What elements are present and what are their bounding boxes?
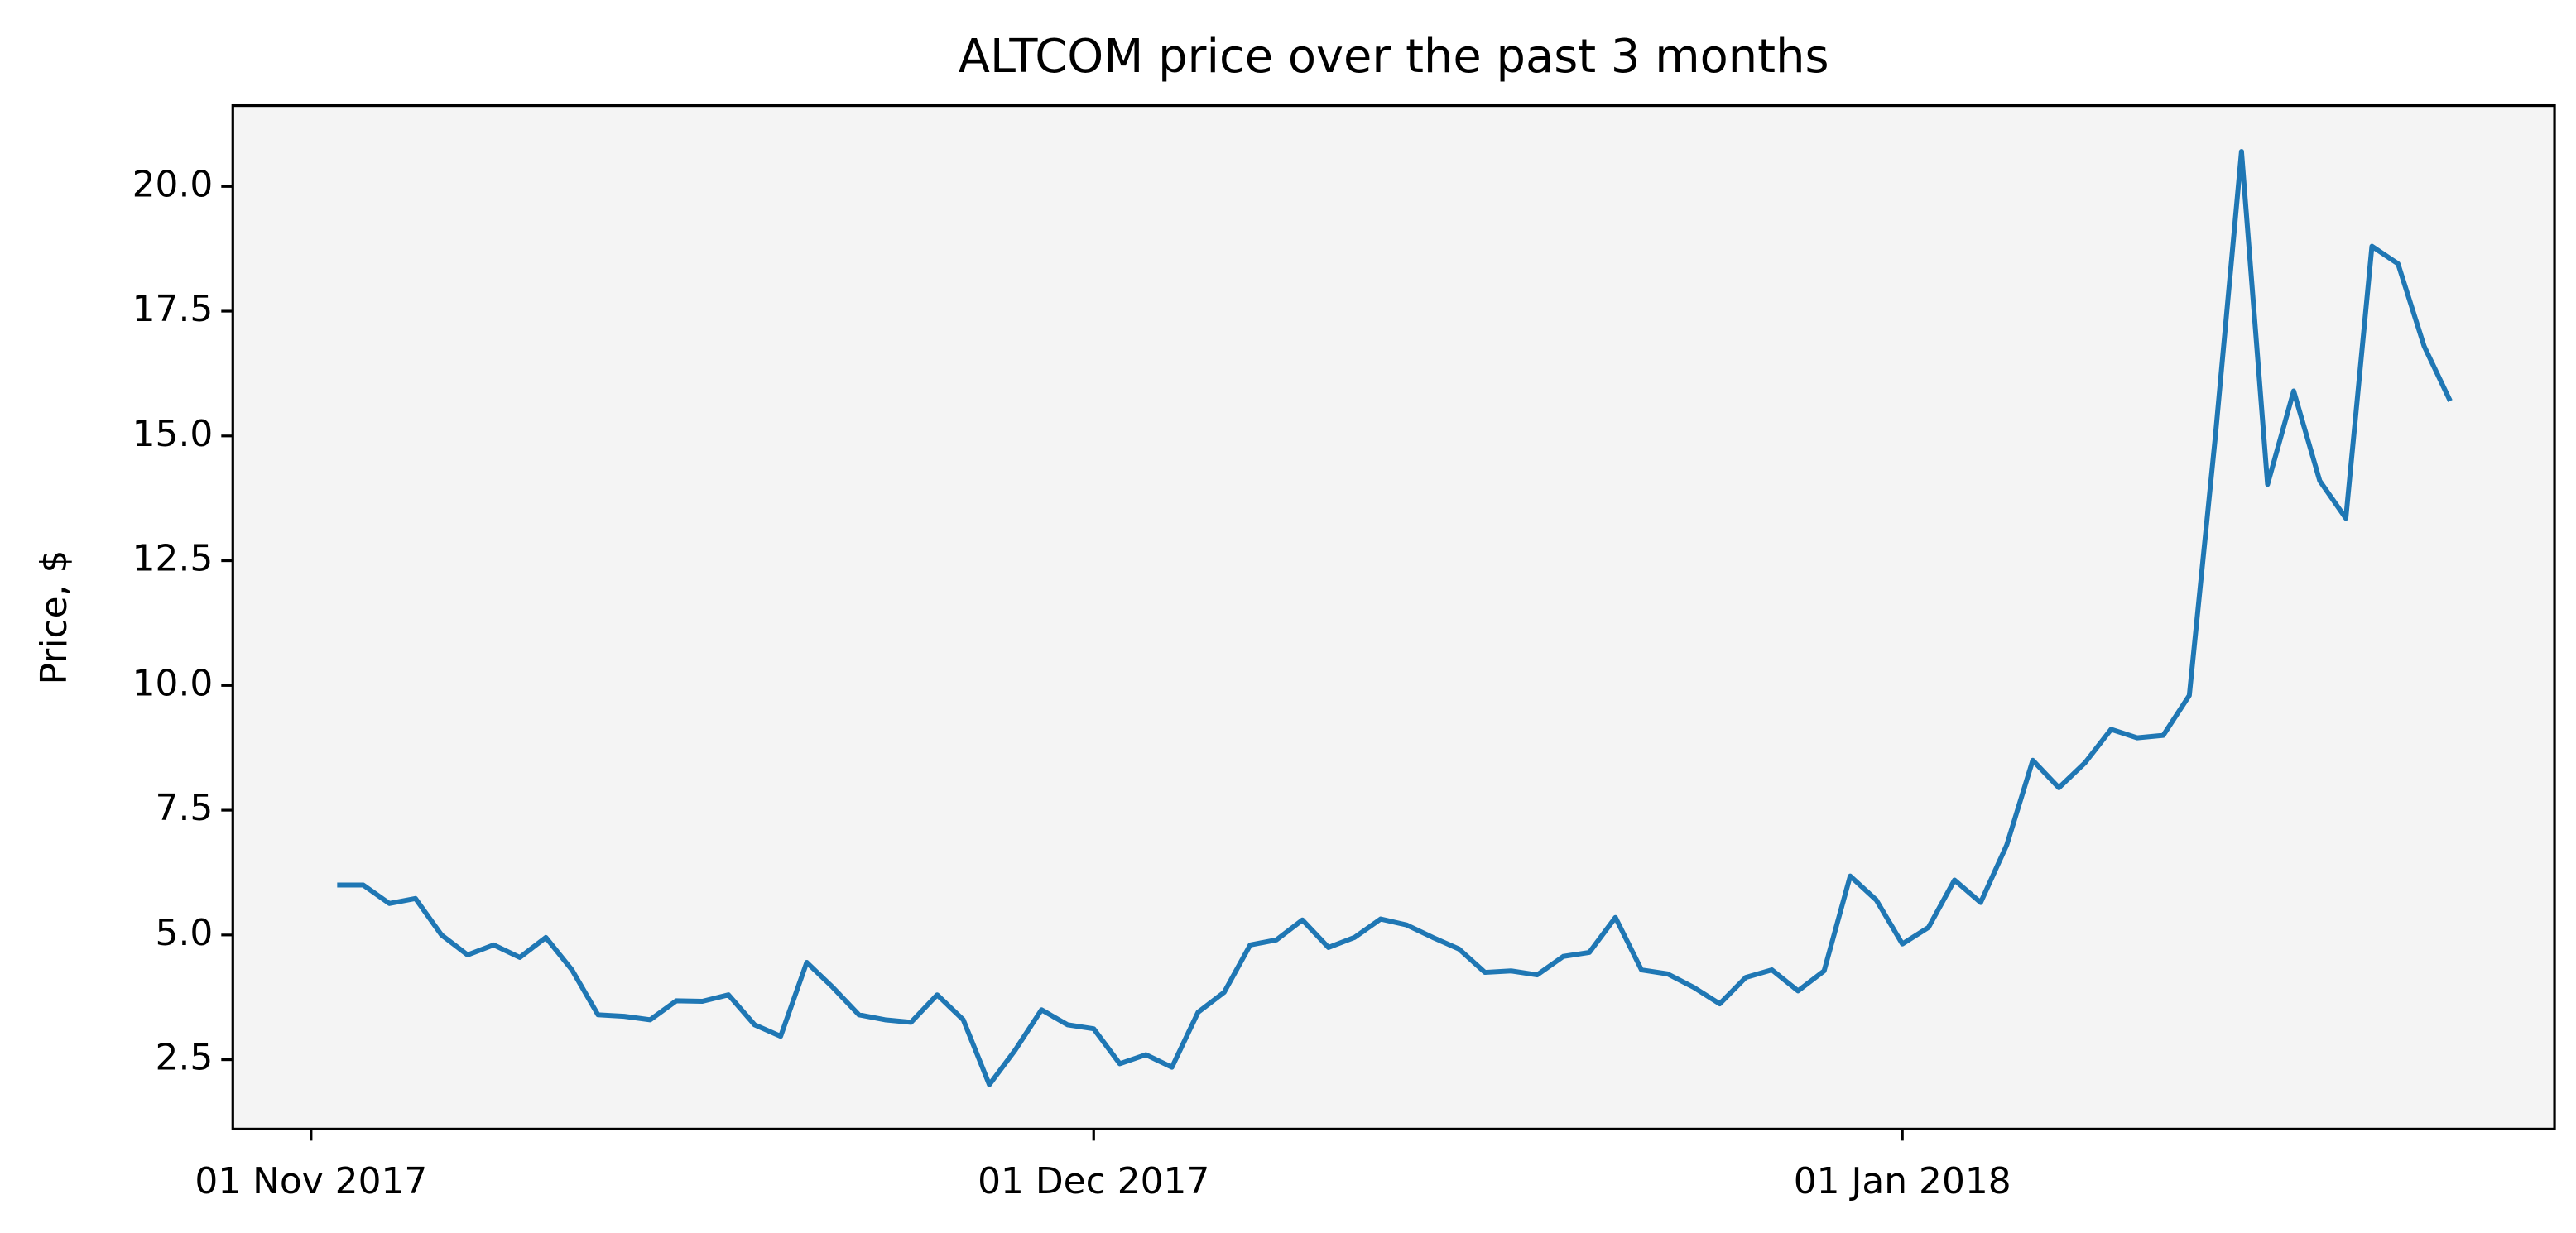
chart-title: ALTCOM price over the past 3 months [959, 30, 1829, 84]
y-tick-label: 15.0 [132, 413, 214, 455]
y-tick-label: 10.0 [132, 662, 214, 704]
y-tick-label: 7.5 [156, 787, 214, 829]
y-tick-label: 2.5 [156, 1037, 214, 1079]
y-tick-label: 17.5 [132, 288, 214, 330]
y-tick-label: 5.0 [156, 912, 214, 954]
plot-background [233, 105, 2555, 1130]
x-tick-label: 01 Nov 2017 [195, 1160, 427, 1202]
price-line [337, 149, 2453, 1087]
y-tick-label: 20.0 [132, 163, 214, 205]
y-axis-label: Price, $ [33, 550, 75, 685]
x-tick-label: 01 Jan 2018 [1794, 1160, 2011, 1202]
y-tick-label: 12.5 [132, 538, 214, 580]
plot-frame [231, 103, 2556, 1131]
x-tick-label: 01 Dec 2017 [978, 1160, 1209, 1202]
